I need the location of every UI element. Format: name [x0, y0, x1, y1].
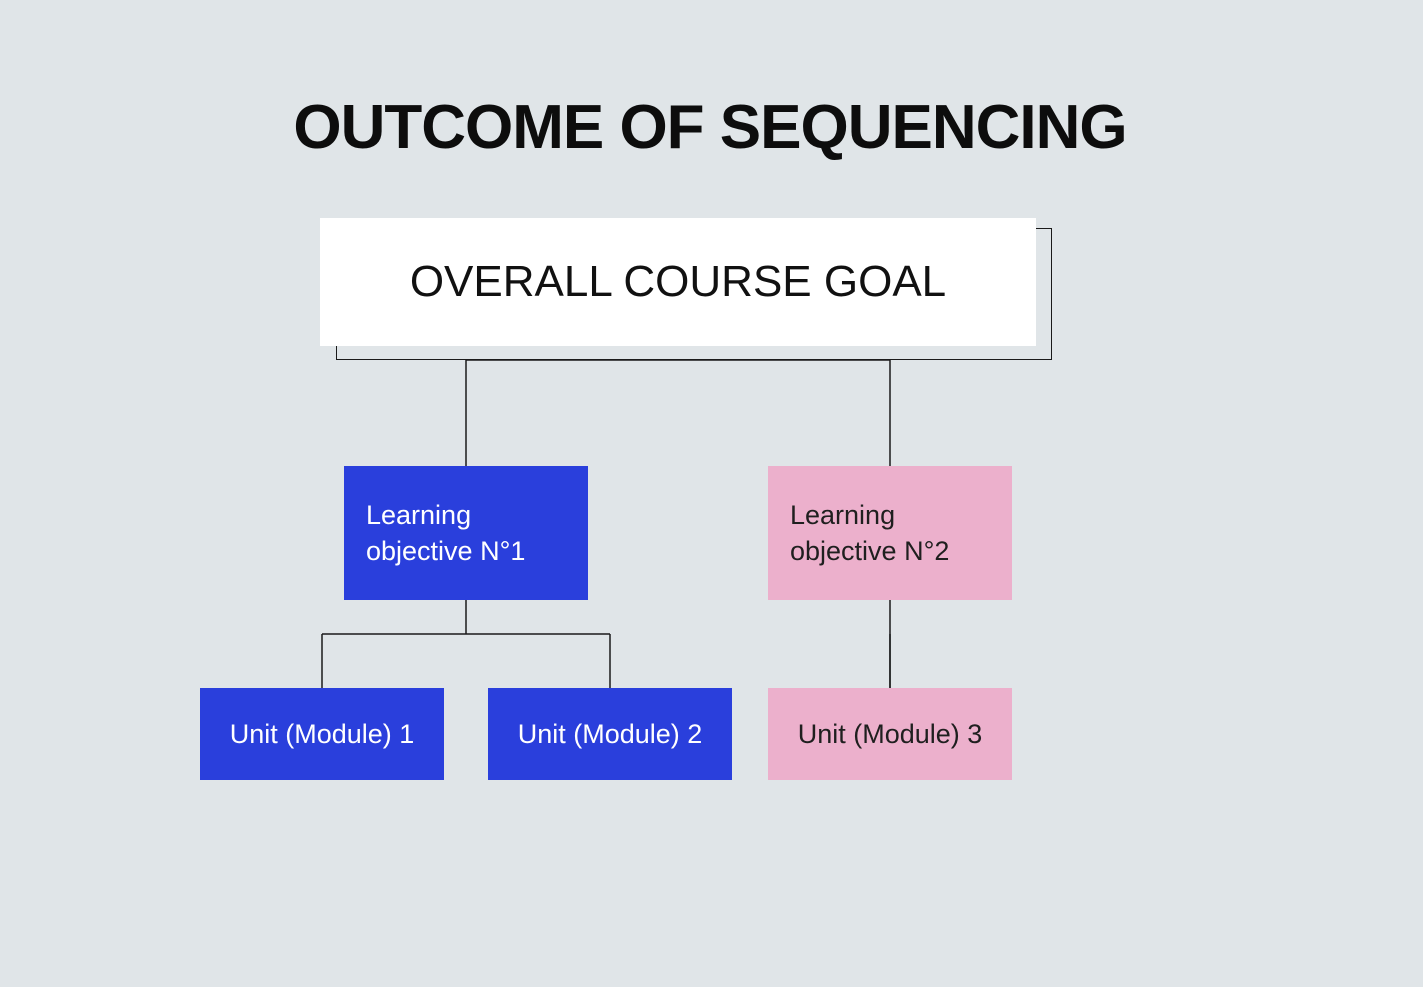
learning-objective-1-label: Learning objective N°1 [366, 497, 566, 570]
unit-module-2-box: Unit (Module) 2 [488, 688, 732, 780]
learning-objective-2-box: Learning objective N°2 [768, 466, 1012, 600]
unit-module-1-box: Unit (Module) 1 [200, 688, 444, 780]
overall-course-goal-label: OVERALL COURSE GOAL [410, 257, 946, 307]
overall-course-goal-box: OVERALL COURSE GOAL [320, 218, 1036, 346]
unit-module-3-box: Unit (Module) 3 [768, 688, 1012, 780]
diagram-title: OUTCOME OF SEQUENCING [180, 92, 1240, 172]
learning-objective-1-box: Learning objective N°1 [344, 466, 588, 600]
learning-objective-2-label: Learning objective N°2 [790, 497, 990, 570]
unit-module-3-label: Unit (Module) 3 [798, 719, 983, 750]
unit-module-2-label: Unit (Module) 2 [518, 719, 703, 750]
unit-module-1-label: Unit (Module) 1 [230, 719, 415, 750]
